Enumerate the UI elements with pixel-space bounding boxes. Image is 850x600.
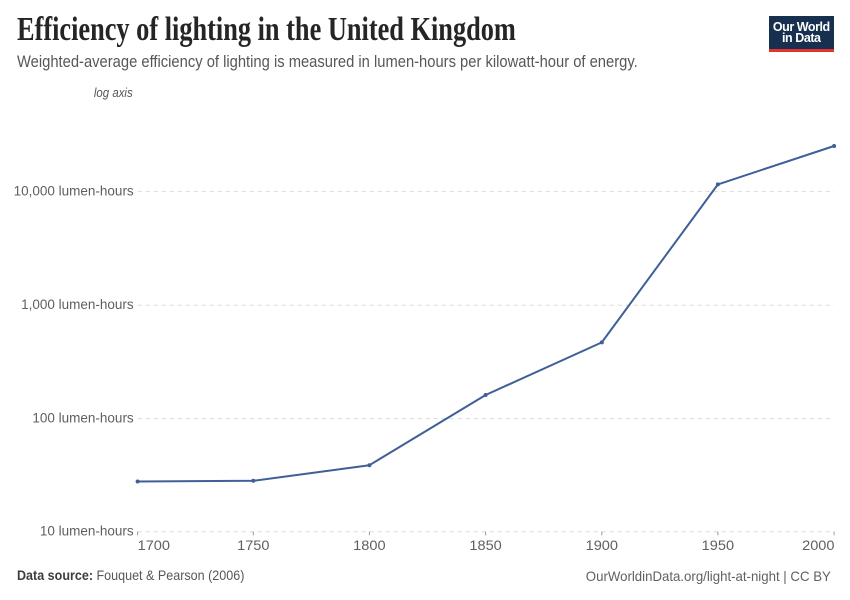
svg-text:100 lumen-hours: 100 lumen-hours — [32, 411, 134, 426]
svg-text:1750: 1750 — [237, 538, 269, 553]
svg-text:10,000 lumen-hours: 10,000 lumen-hours — [14, 183, 134, 198]
svg-text:10 lumen-hours: 10 lumen-hours — [40, 524, 134, 539]
svg-text:1700: 1700 — [138, 538, 170, 553]
svg-text:1800: 1800 — [353, 538, 385, 553]
svg-text:1850: 1850 — [469, 538, 501, 553]
svg-text:1900: 1900 — [586, 538, 618, 553]
svg-text:2000: 2000 — [802, 538, 834, 553]
svg-text:1,000 lumen-hours: 1,000 lumen-hours — [21, 297, 134, 312]
svg-text:1950: 1950 — [702, 538, 734, 553]
svg-text:log axis: log axis — [94, 85, 133, 100]
